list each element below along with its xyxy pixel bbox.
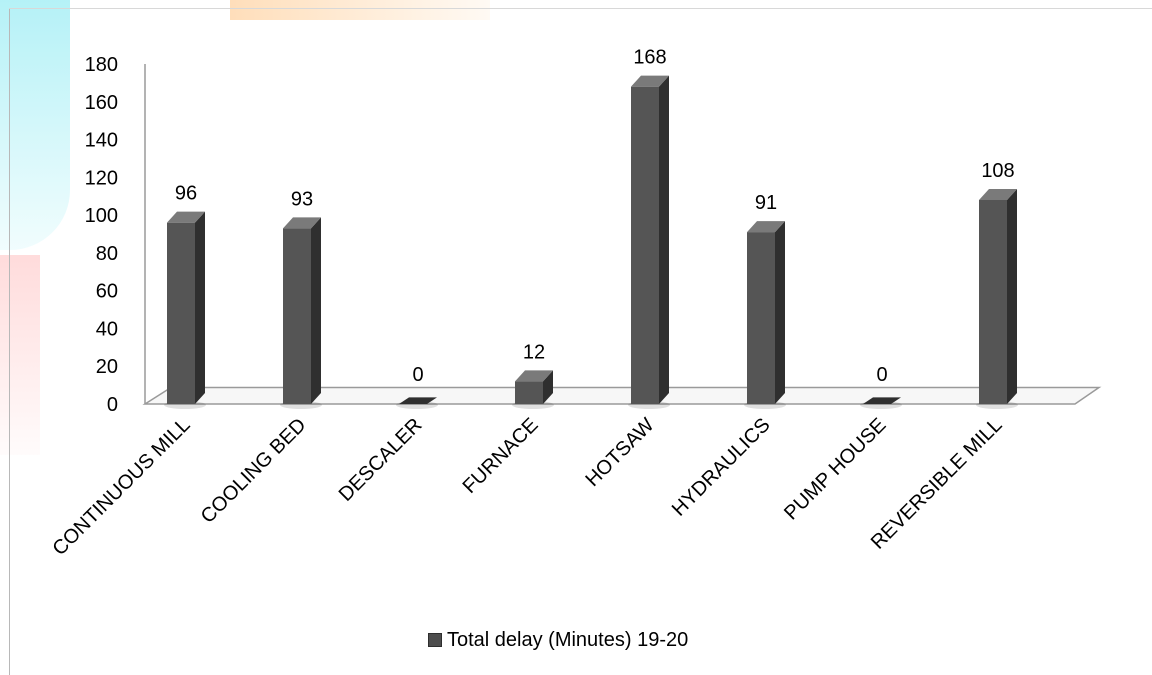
y-tick-label: 60 (96, 281, 118, 303)
y-tick-label: 140 (85, 130, 118, 152)
legend-swatch-icon (428, 633, 442, 647)
bar-top-face (631, 75, 669, 87)
bar-descaler (396, 397, 438, 409)
category-label-furnace: FURNACE (459, 414, 543, 498)
y-tick-label: 40 (96, 318, 118, 340)
bar-top-face (283, 217, 321, 229)
category-label-cooling-bed: COOLING BED (197, 414, 311, 528)
bar-side-face (543, 370, 553, 404)
data-label-hotsaw: 168 (633, 47, 666, 69)
data-labels: 96 93 0 12 168 91 0 108 (175, 47, 1015, 386)
bar-side-face (775, 221, 785, 404)
data-label-cooling-bed: 93 (291, 188, 313, 210)
bar-front-face (631, 86, 659, 405)
bar-side-face (311, 217, 321, 404)
bar-front-face (283, 228, 311, 404)
data-label-furnace: 12 (523, 341, 545, 363)
bars (164, 75, 1018, 409)
legend-label: Total delay (Minutes) 19-20 (447, 628, 689, 651)
bar-flat-face (863, 397, 901, 404)
y-tick-label: 160 (85, 92, 118, 114)
bar-top-face (515, 370, 553, 382)
y-tick-labels: 0 20 40 60 80 100 120 140 160 180 (85, 54, 118, 416)
bar-side-face (659, 75, 669, 405)
bar-side-face (195, 211, 205, 404)
y-tick-label: 180 (85, 54, 118, 76)
category-label-descaler: DESCALER (335, 414, 427, 506)
data-label-reversible-mill: 108 (981, 160, 1014, 182)
bar-side-face (1007, 189, 1017, 404)
data-label-pump-house: 0 (876, 364, 887, 386)
y-tick-label: 120 (85, 167, 118, 189)
category-label-reversible-mill: REVERSIBLE MILL (867, 414, 1007, 554)
bar-hydraulics (744, 221, 786, 409)
bar-top-face (979, 189, 1017, 200)
decorative-pink-shape (0, 255, 40, 455)
bar-front-face (515, 381, 543, 404)
bar-front-face (747, 232, 775, 404)
bar-pump-house (860, 397, 902, 409)
decorative-orange-shape (230, 0, 490, 20)
category-label-hotsaw: HOTSAW (581, 414, 658, 491)
bar-hotsaw (628, 75, 670, 409)
y-tick-label: 0 (107, 394, 118, 416)
bar-reversible-mill (976, 189, 1018, 409)
bar-continuous-mill (164, 211, 206, 409)
x-category-labels: CONTINUOUS MILL COOLING BED DESCALER FURNAC… (49, 414, 1007, 560)
data-label-continuous-mill: 96 (175, 183, 197, 205)
bar-top-face (747, 221, 785, 233)
decorative-cyan-shape (0, 0, 70, 250)
data-label-hydraulics: 91 (755, 192, 777, 214)
bar-front-face (167, 222, 195, 404)
bar-front-face (979, 200, 1007, 404)
bar-flat-face (399, 397, 437, 404)
category-label-continuous-mill: CONTINUOUS MILL (49, 414, 195, 560)
category-label-hydraulics: HYDRAULICS (668, 414, 775, 521)
y-tick-label: 100 (85, 205, 118, 227)
legend: Total delay (Minutes) 19-20 (428, 626, 688, 654)
bar-cooling-bed (280, 217, 322, 409)
bar-top-face (167, 211, 205, 223)
y-tick-label: 20 (96, 356, 118, 378)
chart-frame-left-border (9, 8, 10, 675)
data-label-descaler: 0 (412, 364, 423, 386)
bar-furnace (512, 370, 554, 409)
y-tick-label: 80 (96, 243, 118, 265)
chart-frame-top-border (9, 8, 1152, 9)
category-label-pump-house: PUMP HOUSE (780, 414, 890, 524)
